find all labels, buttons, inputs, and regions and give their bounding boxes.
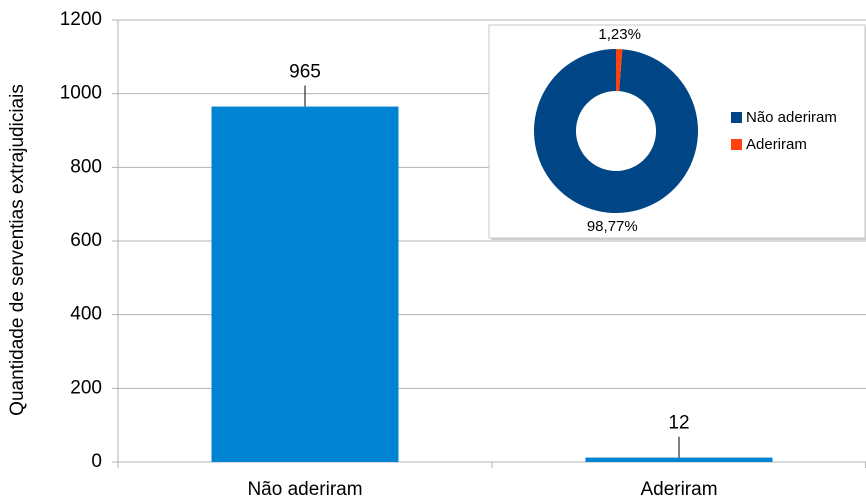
slice-label: 1,23% — [598, 26, 641, 43]
y-tick-label: 200 — [70, 377, 102, 398]
y-tick-label: 0 — [91, 451, 102, 472]
value-label: 965 — [289, 62, 321, 83]
y-axis-title: Quantidade de serventias extrajudiciais — [7, 84, 28, 416]
legend-swatch — [731, 112, 742, 123]
bar — [211, 106, 399, 462]
x-tick-label: Não aderiram — [247, 479, 362, 498]
slice-label: 98,77% — [587, 218, 638, 235]
y-tick-label: 1000 — [60, 83, 102, 104]
legend-label: Não aderiram — [746, 109, 837, 126]
legend-swatch — [731, 139, 742, 150]
y-tick-label: 400 — [70, 304, 102, 325]
y-tick-label: 600 — [70, 230, 102, 251]
value-label: 12 — [668, 413, 689, 434]
donut-slice — [533, 49, 698, 213]
y-tick-label: 800 — [70, 156, 102, 177]
bar — [585, 457, 773, 462]
x-tick-label: Aderiram — [640, 479, 717, 498]
donut-slice — [616, 49, 623, 92]
legend-label: Aderiram — [746, 136, 807, 153]
y-tick-label: 1200 — [60, 9, 102, 30]
